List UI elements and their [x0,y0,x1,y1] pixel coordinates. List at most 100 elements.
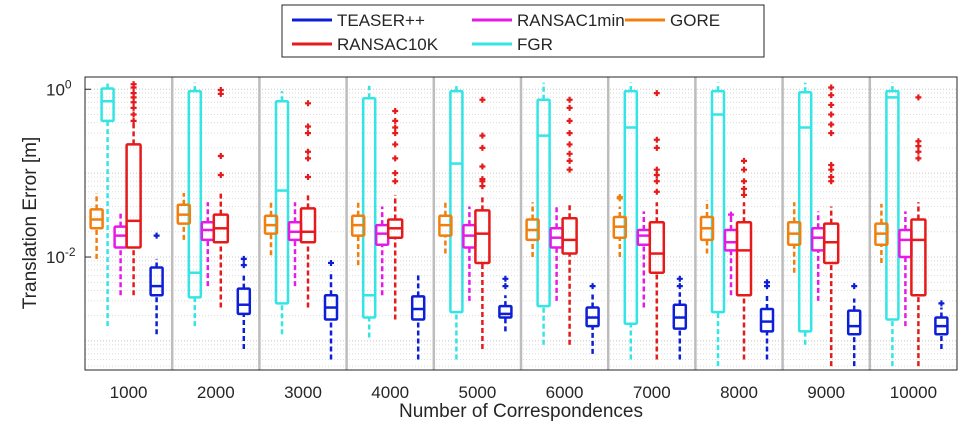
outlier-marker [305,100,311,107]
outlier-marker [676,275,683,282]
outlier-marker [589,283,596,290]
outlier-marker [915,155,922,162]
outlier-marker [915,148,922,155]
outlier-marker [566,104,573,111]
outlier-marker [915,138,922,145]
outlier-marker [741,166,747,173]
series-teaser [149,232,949,367]
y-tick-label: 10-2 [46,245,76,267]
outlier-marker [392,178,399,185]
outlier-marker [305,173,311,180]
box-series [89,81,949,367]
x-axis-ticks: 1000 2000 3000 4000 5000 6000 7000 8000 9000 1000… [110,383,937,402]
outlier-marker [305,148,311,155]
legend-label: RANSAC1min [517,11,625,30]
y-tick-exponent: 0 [65,77,72,91]
outlier-marker [479,163,486,170]
outlier-marker [566,141,573,148]
x-tick-label: 5000 [458,383,496,402]
plot-area [84,76,958,371]
outlier-marker [653,178,660,185]
legend: TEASER++ RANSAC1min GORE RANSAC10K FGR [281,4,765,58]
series-ransac10k [125,81,927,367]
outlier-marker [741,157,747,164]
legend-label: FGR [517,35,553,54]
x-axis-label: Number of Correspondences [399,401,643,422]
box [710,89,726,314]
outlier-marker [828,92,835,99]
series-fgr [100,82,900,367]
outlier-marker [851,283,858,290]
plot-frame [84,76,958,371]
outlier-marker [915,94,922,101]
outlier-marker [392,117,399,124]
box [623,89,639,326]
box [125,143,142,249]
outlier-marker [653,172,660,179]
y-tick-label: 100 [46,77,72,99]
outlier-marker [828,111,835,118]
box [910,218,927,297]
x-tick-label: 7000 [633,383,671,402]
box [187,89,203,299]
outlier-marker [741,178,747,185]
outlier-marker [653,188,660,195]
x-tick-label: 3000 [284,383,322,402]
outlier-marker [502,275,509,282]
outlier-marker [616,193,623,200]
box [449,89,464,314]
outlier-marker [728,211,734,218]
y-axis-ticks: 100 10-2 [46,77,91,267]
outlier-marker [130,111,137,118]
outlier-marker [653,136,660,143]
box [759,307,775,333]
outlier-marker [566,130,573,137]
x-tick-label: 8000 [720,383,758,402]
box [100,87,115,123]
box [846,309,862,336]
outlier-marker [130,117,137,124]
box [361,97,377,319]
outlier-marker [741,185,747,192]
outlier-marker [502,283,509,290]
legend-label: TEASER++ [337,11,425,30]
outlier-marker [153,232,160,239]
outlier-marker [305,130,311,137]
outlier-marker [130,104,137,111]
outlier-marker [392,108,399,115]
outlier-marker [130,81,137,88]
group-separators [170,77,872,370]
box [536,98,551,308]
outlier-marker [217,153,224,160]
outlier-marker [653,90,660,97]
box [474,209,491,265]
box [561,216,578,255]
box [498,304,513,319]
outlier-marker [217,86,224,93]
outlier-marker [828,173,835,180]
outlier-marker [217,172,224,179]
outlier-marker [828,84,835,91]
outlier-marker [566,166,573,173]
legend-label: GORE [670,11,720,30]
x-tick-label: 9000 [807,383,845,402]
box [274,99,290,305]
outlier-marker [328,259,334,266]
legend-frame [281,4,765,58]
box [236,287,252,316]
outlier-marker [392,155,399,162]
outlier-marker [130,90,137,97]
outlier-marker [392,124,399,131]
box [149,266,164,297]
outlier-marker [566,96,573,103]
outlier-marker [764,279,770,286]
box [648,220,666,274]
box [735,220,753,297]
outlier-marker [741,191,747,198]
x-tick-label: 1000 [110,383,148,402]
outlier-marker [479,144,486,151]
outlier-marker [938,300,945,307]
outlier-marker [392,170,399,177]
outlier-marker [566,150,573,157]
